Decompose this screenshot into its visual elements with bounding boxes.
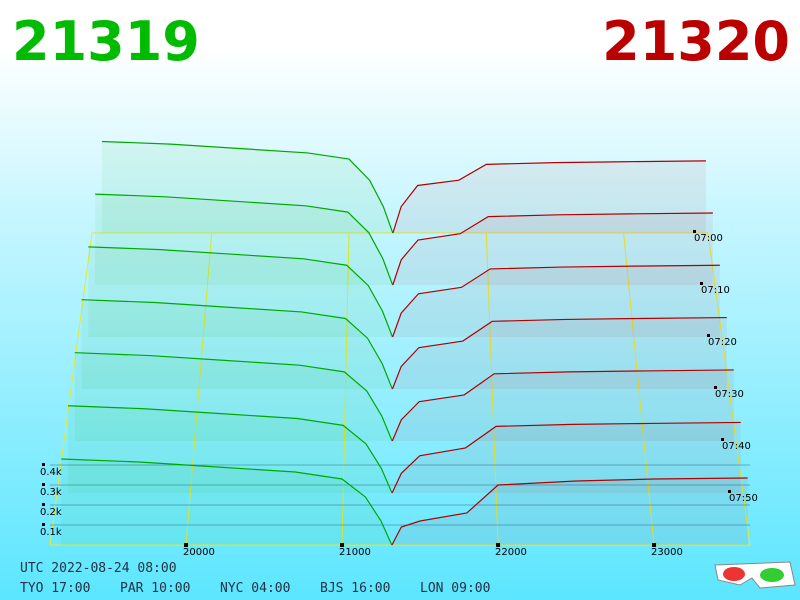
depth-area bbox=[101, 141, 393, 233]
depth-area bbox=[392, 422, 741, 493]
tick-mark bbox=[693, 230, 696, 233]
depth-line bbox=[101, 140, 394, 234]
x-tick-label: 21000 bbox=[339, 547, 371, 558]
depth-line bbox=[392, 160, 706, 234]
tick-mark bbox=[728, 490, 731, 493]
depth-area bbox=[68, 405, 392, 493]
depth-area bbox=[392, 160, 706, 233]
tick-mark bbox=[184, 543, 189, 547]
grid-line bbox=[185, 232, 213, 546]
time-tick-label: 07:50 bbox=[729, 493, 758, 504]
city-time: TYO 17:00 bbox=[20, 581, 90, 596]
depth-area bbox=[391, 478, 748, 545]
time-tick-label: 07:10 bbox=[701, 285, 730, 296]
tick-mark bbox=[714, 386, 717, 389]
depth-line bbox=[61, 458, 393, 546]
y-tick-label: 0.2k bbox=[40, 507, 62, 518]
depth-area bbox=[392, 213, 713, 285]
depth-area bbox=[74, 352, 393, 441]
time-tick-label: 07:20 bbox=[708, 337, 737, 348]
tick-mark bbox=[42, 463, 45, 466]
tick-mark bbox=[700, 282, 703, 285]
depth-area bbox=[61, 459, 392, 545]
depth-line bbox=[391, 369, 734, 442]
depth-area bbox=[81, 299, 393, 389]
utc-time: UTC 2022-08-24 08:00 bbox=[20, 561, 177, 576]
glasses-icon bbox=[714, 561, 796, 589]
grid-line bbox=[341, 232, 350, 546]
city-time: PAR 10:00 bbox=[120, 581, 190, 596]
tick-mark bbox=[496, 543, 501, 547]
x-tick-label: 22000 bbox=[495, 547, 527, 558]
x-tick-label: 20000 bbox=[183, 547, 215, 558]
depth-line bbox=[95, 193, 394, 286]
grid-line bbox=[623, 232, 655, 546]
city-time: BJS 16:00 bbox=[320, 581, 390, 596]
tick-mark bbox=[340, 543, 345, 547]
depth-line bbox=[67, 405, 393, 494]
y-tick-label: 0.1k bbox=[40, 527, 62, 538]
tick-mark bbox=[707, 334, 710, 337]
depth-line bbox=[392, 264, 720, 338]
depth-line bbox=[81, 299, 393, 390]
tick-mark bbox=[652, 543, 657, 547]
y-tick-label: 0.3k bbox=[40, 487, 62, 498]
x-tick-label: 23000 bbox=[651, 547, 683, 558]
base-plane bbox=[49, 232, 751, 546]
bid-price: 21319 bbox=[12, 10, 200, 73]
depth-line bbox=[392, 212, 713, 286]
tick-mark bbox=[42, 523, 45, 526]
depth-line bbox=[391, 316, 727, 390]
tick-mark bbox=[42, 483, 45, 486]
depth-line bbox=[74, 352, 393, 442]
depth-area bbox=[95, 194, 393, 285]
y-tick-label: 0.4k bbox=[40, 467, 62, 478]
tick-mark bbox=[42, 503, 45, 506]
tick-mark bbox=[721, 438, 724, 441]
time-tick-label: 07:30 bbox=[715, 389, 744, 400]
ask-price: 21320 bbox=[602, 10, 790, 73]
time-tick-label: 07:40 bbox=[722, 441, 751, 452]
grid-line bbox=[485, 232, 499, 546]
depth-line bbox=[391, 477, 748, 546]
depth-line bbox=[88, 246, 394, 338]
time-tick-label: 07:00 bbox=[694, 233, 723, 244]
depth-line bbox=[391, 421, 741, 494]
city-time: NYC 04:00 bbox=[220, 581, 290, 596]
city-time: LON 09:00 bbox=[420, 581, 490, 596]
